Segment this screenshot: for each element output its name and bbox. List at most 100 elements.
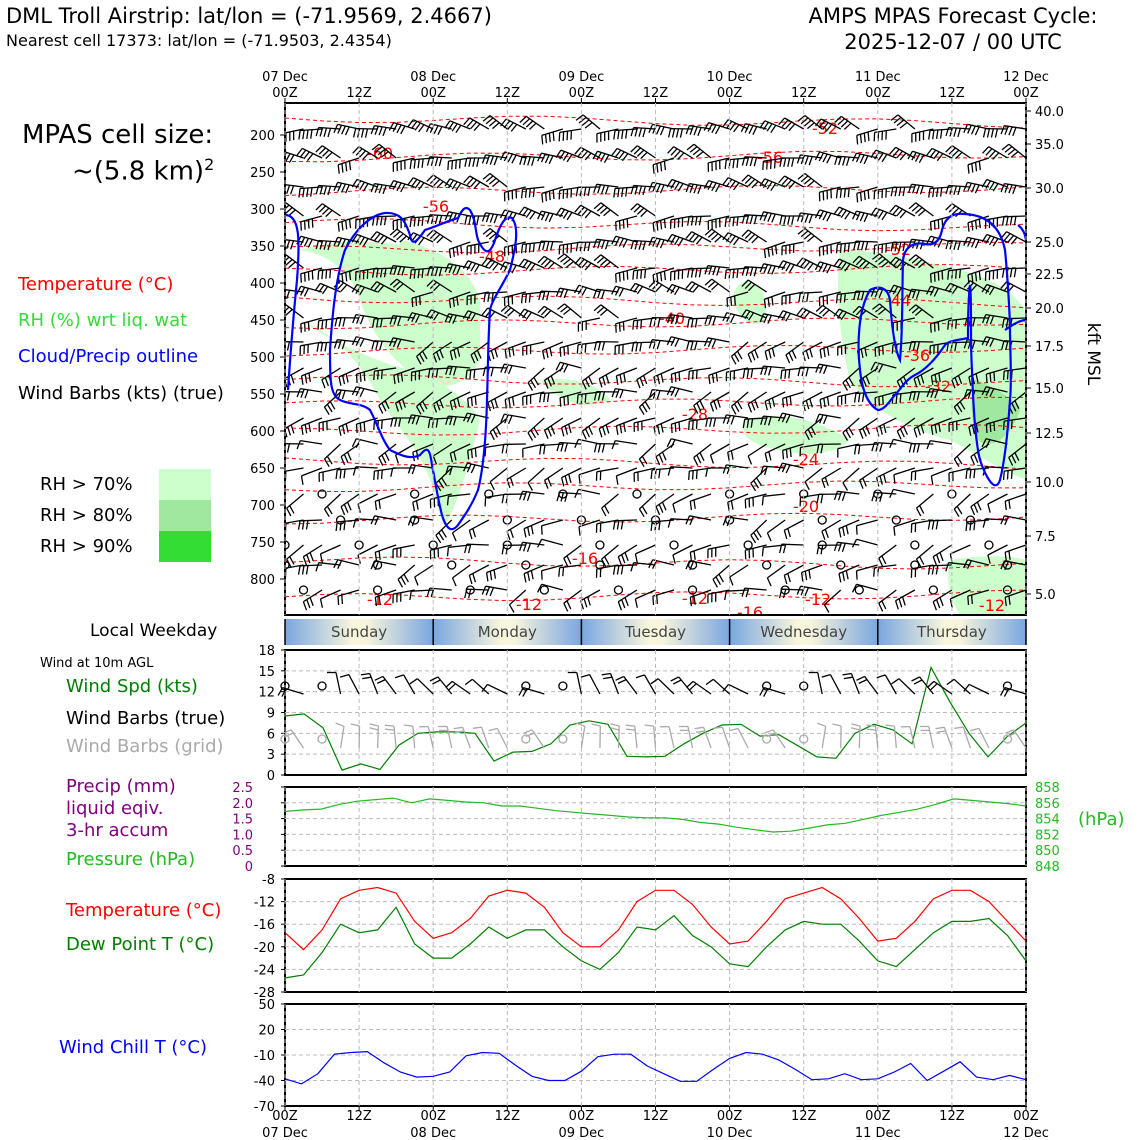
upper-wind-barb-flag [581, 208, 589, 217]
upper-wind-barb-flag [747, 403, 753, 413]
upper-wind-barb-flag [840, 311, 847, 320]
upper-wind-barb-flag [655, 284, 663, 292]
upper-wind-barb-flag [630, 185, 635, 195]
upper-wind-barb [893, 519, 916, 528]
upper-wind-barb-flag [763, 249, 767, 259]
upper-wind-barb-flag [470, 263, 477, 272]
upper-wind-barb-flag [485, 213, 491, 223]
bottom-hour-label: 00Z [420, 1109, 446, 1124]
upper-wind-barb-flag [944, 283, 951, 292]
upper-wind-barb-flag [672, 503, 676, 513]
upper-wind-barb-flag [347, 451, 352, 461]
upper-wind-barb [466, 543, 489, 546]
upper-wind-barb-flag [808, 214, 813, 224]
upper-wind-barb-flag [1011, 454, 1017, 464]
upper-wind-barb-flag [616, 520, 620, 530]
upper-wind-barb-flag [791, 215, 795, 225]
upper-wind-barb-flag [704, 315, 709, 325]
upper-wind-barb-flag [489, 587, 495, 597]
upper-wind-barb-flag [493, 156, 498, 166]
upper-wind-barb-flag [485, 586, 491, 596]
upper-wind-barb-flag [500, 363, 505, 373]
weekday-label: Local Weekday [90, 621, 218, 641]
sfc-wind-barb-true-flag [689, 683, 697, 691]
upper-wind-barb-flag [638, 458, 645, 468]
upper-wind-barb-flag [325, 151, 333, 160]
upper-wind-barb-flag [338, 317, 342, 327]
upper-wind-barb-flag [759, 211, 765, 221]
sfc-wind-barb-true [335, 672, 342, 695]
upper-wind-barb-flag [879, 425, 883, 435]
upper-wind-barb-flag [568, 424, 572, 434]
upper-wind-barb-flag [438, 215, 443, 225]
upper-wind-barb-flag [816, 444, 820, 454]
upper-wind-barb-flag [955, 269, 958, 279]
upper-wind-barb-flag [390, 417, 394, 427]
upper-wind-barb [950, 589, 971, 600]
upper-wind-barb-flag [621, 599, 626, 609]
upper-calm-marker [317, 489, 327, 499]
upper-wind-barb-flag [300, 287, 306, 296]
upper-wind-barb-flag [567, 395, 569, 405]
upper-wind-barb-flag [785, 121, 792, 130]
upper-wind-barb-flag [307, 219, 310, 229]
pressure-ytick-label: 852 [1035, 828, 1060, 843]
label-dewpoint: Dew Point T (°C) [66, 934, 215, 955]
upper-wind-barb-flag [596, 152, 602, 161]
temp-ytick-label: -8 [262, 873, 275, 888]
upper-wind-barb-flag [270, 153, 276, 160]
upper-wind-barb-flag [800, 175, 809, 183]
upper-wind-barb [617, 544, 638, 558]
upper-wind-barb-flag [370, 560, 376, 570]
upper-wind-barb-flag [584, 210, 592, 219]
upper-wind-barb-flag [636, 149, 645, 157]
sfc-wind-barb-grid [962, 726, 972, 749]
upper-wind-barb-flag [1000, 183, 1005, 193]
upper-wind-barb-flag [699, 452, 705, 461]
upper-wind-barb-flag [638, 508, 645, 518]
upper-wind-barb-flag [916, 341, 920, 351]
upper-wind-barb-flag [988, 150, 996, 158]
upper-wind-barb-flag [926, 286, 932, 295]
upper-wind-barb-flag [378, 126, 383, 136]
upper-wind-barb-flag [915, 507, 922, 517]
upper-wind-barb-flag [318, 284, 325, 293]
upper-wind-barb-flag [871, 492, 876, 502]
sfc-wind-barb-true-flag [891, 678, 900, 685]
upper-wind-barb-flag [362, 183, 369, 192]
upper-wind-barb-flag [836, 310, 844, 319]
upper-wind-barb-flag [966, 560, 972, 569]
upper-wind-barb-flag [771, 397, 776, 407]
sfc-wind-barb-grid-flag [453, 726, 463, 730]
upper-wind-barb-flag [641, 403, 648, 413]
upper-wind-barb-flag [908, 254, 917, 262]
upper-wind-barb-flag [892, 258, 900, 267]
upper-wind-barb-flag [288, 154, 295, 164]
upper-wind-barb-flag [879, 492, 883, 502]
sfc-wind-barb-grid-flag [403, 724, 413, 727]
upper-wind-barb-flag [935, 599, 941, 609]
upper-wind-barb-flag [373, 471, 376, 481]
upper-wind-barb-flag [733, 353, 740, 363]
sfc-wind-barb-grid-flag [764, 729, 774, 734]
upper-wind-barb-flag [355, 424, 358, 434]
upper-wind-barb-flag [955, 151, 963, 160]
upper-wind-barb-flag [538, 291, 542, 301]
upper-wind-barb-flag [407, 516, 413, 526]
upper-wind-barb-flag [345, 220, 348, 230]
upper-wind-barb-flag [729, 122, 736, 131]
upper-wind-barb [633, 562, 656, 566]
upper-wind-barb-flag [359, 181, 365, 191]
upper-wind-barb-flag [834, 155, 839, 165]
upper-wind-barb-flag [896, 208, 903, 217]
sfc-wind-barb-true-flag [617, 679, 627, 684]
upper-wind-barb-flag [678, 421, 681, 431]
upper-wind-barb-flag [524, 188, 528, 198]
legend-rh80-swatch [159, 500, 211, 531]
upper-wind-barb-flag [749, 215, 754, 225]
upper-wind-barb-flag [778, 117, 786, 126]
wind-ytick-label: 9 [267, 707, 275, 722]
upper-wind-barb-flag [335, 469, 338, 479]
upper-wind-barb-flag [636, 286, 644, 295]
upper-wind-barb [804, 467, 823, 483]
